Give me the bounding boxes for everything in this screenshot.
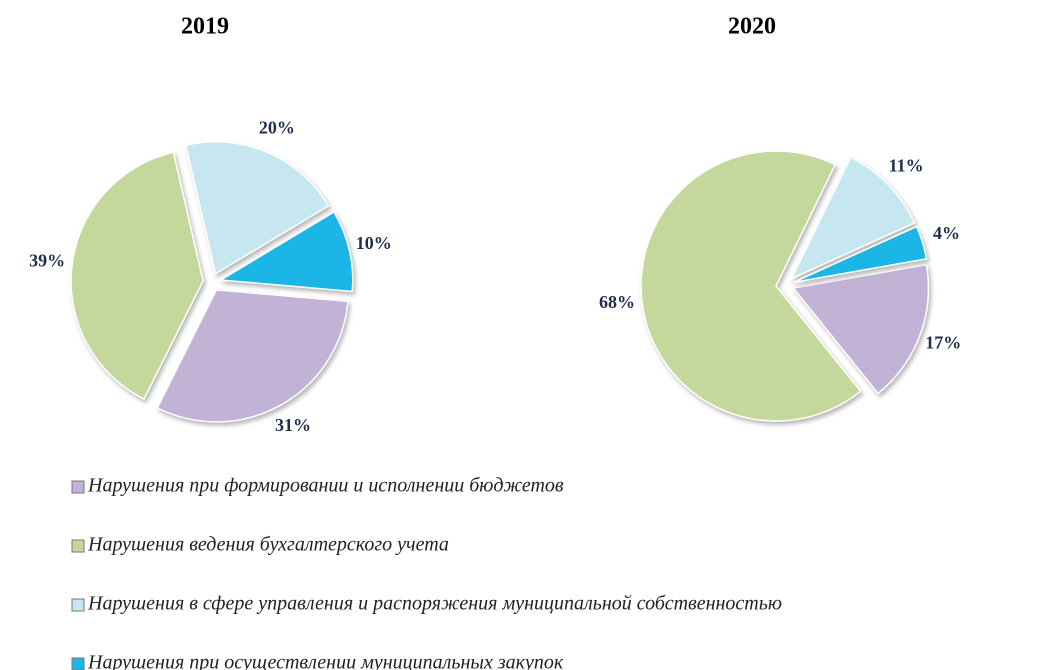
chart-title: 2019 [181, 14, 229, 40]
pie-slice [789, 156, 916, 281]
value-label: 10% [356, 233, 392, 253]
legend-label: Нарушения в сфере управления и распоряже… [87, 593, 782, 615]
pie-slice [70, 151, 204, 400]
legend-label: Нарушения при формировании и исполнении … [87, 475, 564, 497]
pie-slice [793, 225, 928, 284]
value-label: 39% [29, 250, 65, 270]
legend-label: Нарушения при осуществлении муниципальны… [87, 652, 564, 670]
legend-swatch [71, 657, 85, 670]
value-label: 17% [925, 333, 961, 353]
legend-swatch [71, 539, 85, 553]
legend-label: Нарушения ведения бухгалтерского учета [87, 534, 449, 556]
value-label: 20% [259, 117, 295, 137]
pie-slice [156, 289, 349, 423]
chart-title: 2020 [728, 14, 776, 40]
legend-swatch [71, 598, 85, 612]
pie-slice [640, 150, 862, 422]
pie-slice [218, 210, 354, 293]
value-label: 31% [275, 415, 311, 435]
pie-slice [184, 140, 330, 275]
pie-slice [792, 263, 930, 395]
legend-swatch [71, 480, 85, 494]
value-label: 11% [889, 155, 924, 175]
value-label: 68% [599, 292, 635, 312]
value-label: 4% [933, 223, 960, 243]
